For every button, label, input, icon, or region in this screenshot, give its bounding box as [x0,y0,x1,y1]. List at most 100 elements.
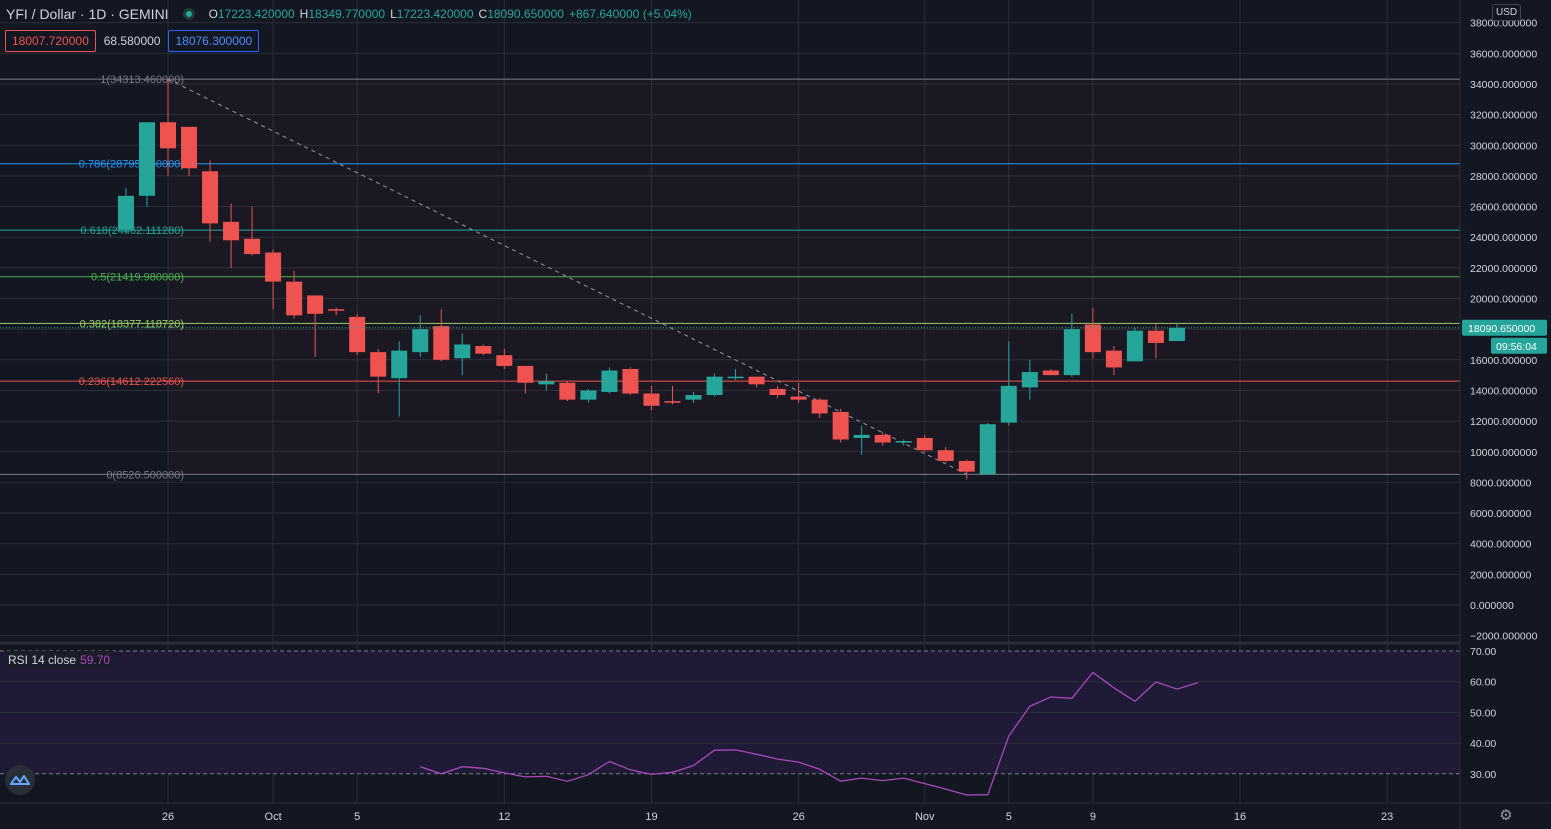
candle [832,408,849,443]
price-tick-label: 10000.000000 [1470,447,1537,459]
price-tick-label: −2000.000000 [1470,631,1538,643]
candle-body [916,437,933,451]
close-label: C [478,7,488,21]
candle [811,398,828,419]
candle [223,203,240,268]
candle-body [265,252,282,282]
high-value: H18349.770000 [300,7,385,21]
candle-body [832,411,849,440]
symbol-label[interactable]: YFI / Dollar · 1D · GEMINI [6,6,169,22]
market-status-icon [182,8,195,20]
candle [517,365,534,394]
candle [307,295,324,357]
candle [117,188,134,235]
candle-body [979,424,996,475]
low-label: L [390,7,397,21]
price-tick-label: 4000.000000 [1470,539,1531,551]
candle-body [1168,327,1185,342]
candle [496,349,513,369]
candle [181,126,198,176]
time-tick-label: 16 [1234,811,1246,823]
rsi-legend-label: RSI 14 close [8,653,77,667]
candle [790,382,807,403]
candle-body [412,329,429,353]
sell-price-button[interactable]: 18007.720000 [5,30,96,52]
candle-body [328,309,345,311]
candle-body [937,450,954,461]
chart-header: YFI / Dollar · 1D · GEMINI O17223.420000… [6,5,697,23]
time-tick-label: 5 [354,811,360,823]
price-axis-bg [1460,0,1551,829]
candle-body [370,352,387,377]
candle-body [391,350,408,379]
time-tick-label: 19 [645,811,657,823]
currency-label[interactable]: USD [1492,4,1522,21]
low-value: L17223.420000 [390,7,473,21]
candle-body [622,368,639,394]
fib-level-label: 0.382(18377.118720) [80,318,184,330]
candle [559,381,576,402]
fib-retracement: 1(34313.460000) 0.786(28795.050000) 0.618(… [0,74,1460,481]
price-tick-label: 22000.000000 [1470,263,1537,275]
countdown-tag [1491,337,1547,354]
rsi-legend[interactable]: RSI 14 close 59.70 [4,651,115,669]
change-value: +867.640000 (+5.04%) [568,7,692,21]
time-tick-label: Nov [915,811,935,823]
candle [433,309,450,362]
fib-level-label: 0.5(21419.980000) [91,272,184,284]
candle-body [181,126,198,169]
high-label: H [299,7,309,21]
fib-level-label: 1(34313.460000) [100,74,184,86]
time-tick-label: 23 [1381,811,1393,823]
fib-level-label: 0.236(14612.222560) [79,376,184,388]
candle-body [138,122,155,196]
candle-body [1000,385,1017,423]
candle [769,385,786,399]
candle-body [1126,330,1143,362]
candle-body [1105,350,1122,368]
candle-body [811,399,828,414]
price-tick-label: 14000.000000 [1470,385,1537,397]
chart-logo-icon[interactable] [5,765,35,795]
rsi-tick-label: 50.00 [1470,707,1496,719]
price-tick-label: 16000.000000 [1470,355,1537,367]
spread-value: 68.580000 [103,34,161,48]
candle-body [601,370,618,392]
candle [853,425,870,455]
candle [706,373,723,397]
time-tick-label: Oct [265,811,282,823]
time-tick-label: 26 [162,811,174,823]
candle [265,249,282,310]
candle [160,79,176,176]
candle [1042,368,1059,376]
price-tick-label: 8000.000000 [1470,477,1531,489]
candle [748,376,765,388]
candle-body [769,388,786,396]
open-number: 17223.420000 [217,7,295,21]
price-tick-label: 32000.000000 [1470,110,1537,122]
candle-body [1063,329,1080,376]
candle [328,307,345,316]
time-tick-label: 12 [498,811,510,823]
candle-body [580,390,597,400]
time-tick-label: 5 [1006,811,1012,823]
buy-price-button[interactable]: 18076.300000 [168,30,260,52]
candle-body [433,326,450,360]
candle [286,270,303,319]
last-price-value: 18090.650000 [1468,323,1535,335]
candle [916,434,933,452]
close-number: 18090.650000 [487,7,564,21]
price-tick-label: 26000.000000 [1470,202,1537,214]
price-tick-label: 28000.000000 [1470,171,1537,183]
candle-body [202,171,219,224]
candle [349,313,366,356]
candle [1063,313,1080,377]
candle [475,344,492,356]
candle-body [853,434,870,438]
candle-body [790,396,807,400]
settings-icon[interactable]: ⚙ [1499,807,1513,824]
time-tick-label: 26 [792,811,804,823]
close-value: C18090.650000 [479,7,564,21]
candle [1168,323,1185,342]
